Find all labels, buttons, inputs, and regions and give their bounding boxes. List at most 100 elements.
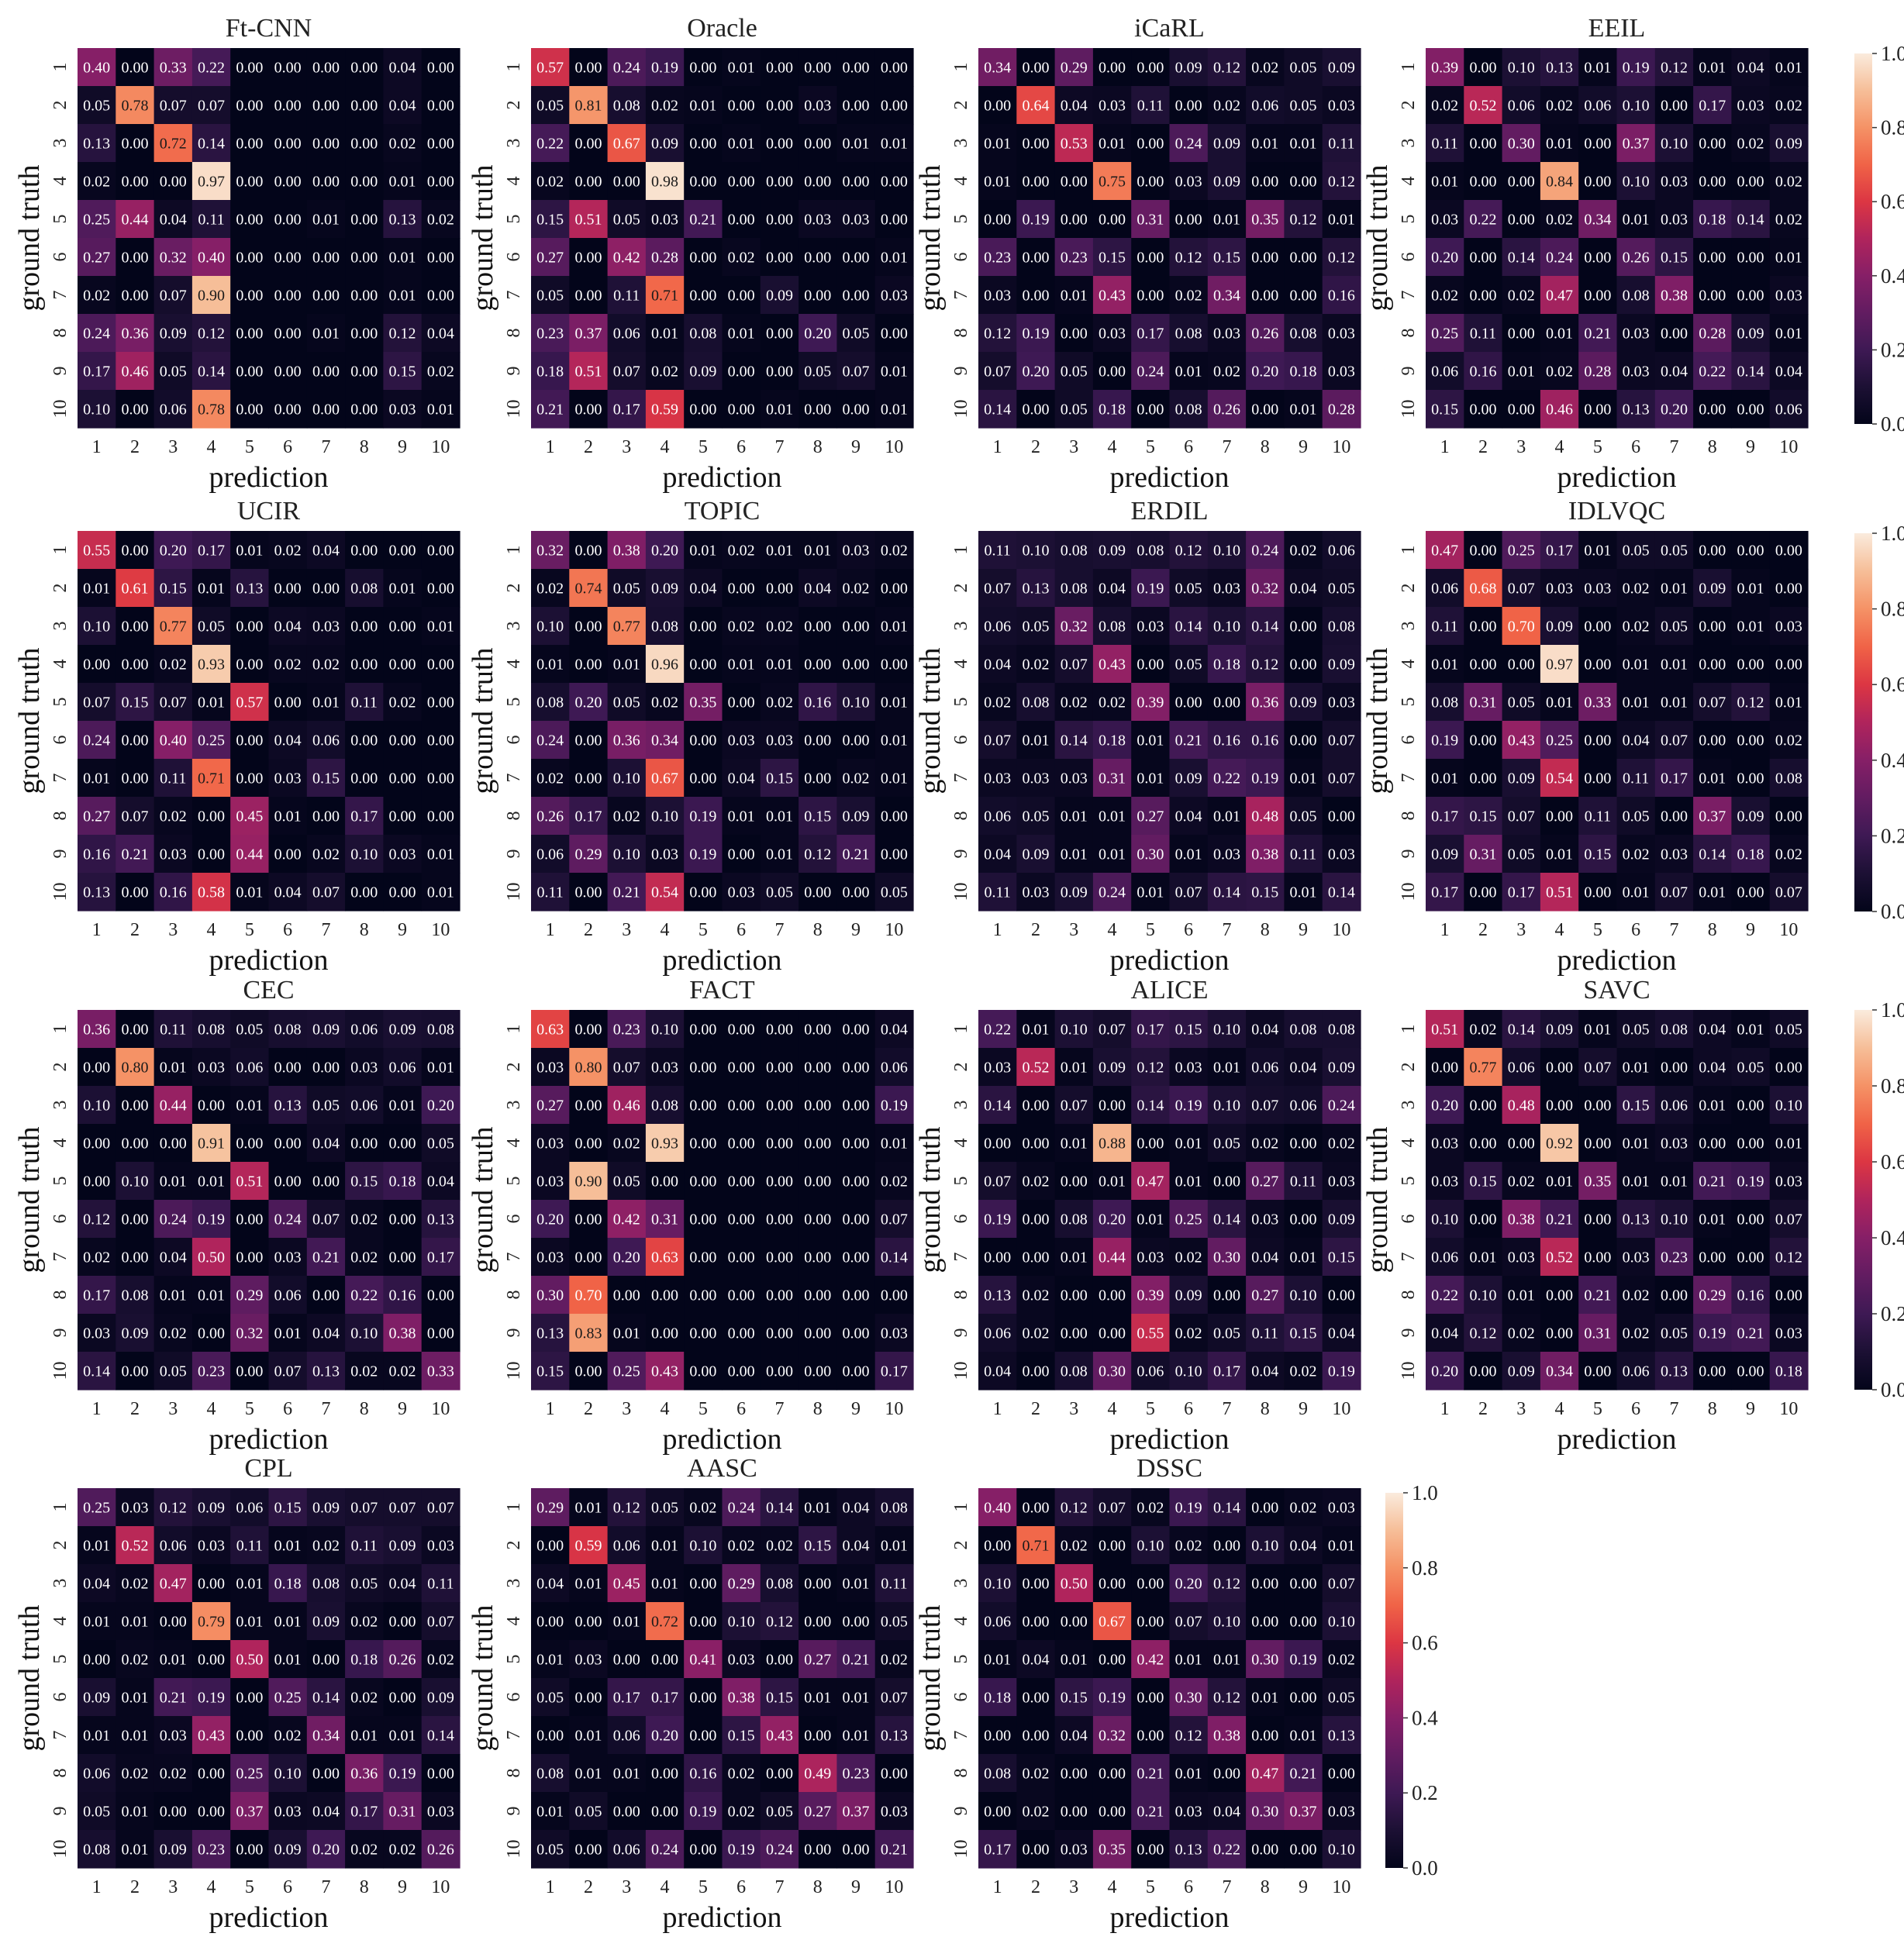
heatmap-cell bbox=[531, 607, 570, 646]
cell-value-label: 0.05 bbox=[804, 364, 831, 381]
cell-value-label: 0.00 bbox=[236, 401, 263, 419]
heatmap-cell bbox=[684, 569, 723, 608]
cell-value-label: 0.00 bbox=[389, 732, 416, 750]
cell-value-label: 0.07 bbox=[1328, 770, 1355, 787]
cell-value-label: 0.01 bbox=[881, 364, 908, 381]
cell-value-label: 0.00 bbox=[728, 694, 755, 712]
heatmap-cell bbox=[684, 721, 723, 760]
cell-value-label: 0.03 bbox=[651, 1060, 678, 1077]
y-tick-label: 5 bbox=[504, 1177, 524, 1186]
cell-value-label: 0.09 bbox=[651, 136, 678, 153]
heatmap-cell bbox=[1131, 835, 1171, 874]
x-tick-label: 4 bbox=[1555, 1399, 1564, 1419]
heatmap-cell bbox=[421, 531, 460, 570]
heatmap-cell bbox=[1769, 86, 1809, 125]
cell-value-label: 0.00 bbox=[728, 1287, 755, 1304]
heatmap-cell bbox=[153, 645, 193, 684]
cell-value-label: 0.00 bbox=[274, 326, 302, 343]
heatmap-cell bbox=[1246, 314, 1285, 353]
heatmap-cell bbox=[1207, 162, 1247, 201]
heatmap-cell bbox=[421, 759, 460, 798]
cell-value-label: 0.00 bbox=[160, 174, 187, 191]
cell-value-label: 0.00 bbox=[689, 1060, 716, 1077]
heatmap-cell bbox=[383, 873, 423, 911]
y-tick-label: 1 bbox=[951, 63, 971, 72]
heatmap-cell bbox=[607, 835, 647, 874]
heatmap-cell bbox=[607, 314, 647, 353]
cell-value-label: 0.29 bbox=[1699, 1287, 1726, 1304]
cell-value-label: 0.06 bbox=[613, 1538, 640, 1555]
heatmap-cell bbox=[1322, 835, 1361, 874]
heatmap-cell bbox=[1578, 238, 1618, 277]
cell-value-label: 0.03 bbox=[1661, 212, 1688, 229]
heatmap-cell bbox=[421, 645, 460, 684]
cell-value-label: 0.52 bbox=[121, 1538, 148, 1555]
heatmap-cell bbox=[1616, 759, 1656, 798]
cell-value-label: 0.01 bbox=[427, 884, 454, 901]
cell-value-label: 0.15 bbox=[1328, 1249, 1355, 1266]
cell-value-label: 0.08 bbox=[1061, 1211, 1088, 1229]
x-tick-label: 7 bbox=[1222, 920, 1231, 940]
cell-value-label: 0.07 bbox=[613, 364, 640, 381]
y-tick-label: 10 bbox=[1399, 883, 1419, 901]
heatmap-cell bbox=[116, 721, 155, 760]
cell-value-label: 0.00 bbox=[274, 60, 302, 77]
x-tick-label: 5 bbox=[698, 1877, 708, 1897]
x-tick-label: 6 bbox=[736, 920, 746, 940]
x-tick-label: 10 bbox=[431, 1399, 450, 1419]
x-tick-label: 4 bbox=[661, 1399, 670, 1419]
y-axis-label: ground truth bbox=[13, 1127, 46, 1273]
cell-value-label: 0.38 bbox=[613, 543, 640, 560]
cell-value-label: 0.15 bbox=[274, 1500, 302, 1517]
cell-value-label: 0.00 bbox=[236, 1249, 263, 1266]
cell-value-label: 0.06 bbox=[160, 1538, 187, 1555]
cell-value-label: 0.17 bbox=[984, 1842, 1011, 1859]
y-tick-label: 1 bbox=[951, 546, 971, 555]
cell-value-label: 0.19 bbox=[389, 1766, 416, 1783]
cell-value-label: 0.30 bbox=[1099, 1363, 1126, 1380]
cell-value-label: 0.04 bbox=[389, 60, 416, 77]
y-axis-label: ground truth bbox=[914, 165, 947, 312]
heatmap-cell bbox=[1464, 276, 1503, 315]
cell-value-label: 0.00 bbox=[1251, 1576, 1278, 1593]
cell-value-label: 0.04 bbox=[1661, 364, 1688, 381]
cell-value-label: 0.07 bbox=[881, 1690, 908, 1707]
cell-value-label: 0.06 bbox=[1431, 1249, 1458, 1266]
cell-value-label: 0.01 bbox=[274, 1614, 302, 1631]
heatmap-cell bbox=[153, 721, 193, 760]
cell-value-label: 0.14 bbox=[1213, 884, 1240, 901]
cell-value-label: 0.06 bbox=[881, 1060, 908, 1077]
cell-value-label: 0.24 bbox=[1328, 1098, 1355, 1115]
heatmap-cell bbox=[1426, 683, 1464, 722]
cell-value-label: 0.00 bbox=[843, 1135, 870, 1153]
cell-value-label: 0.00 bbox=[83, 1135, 110, 1153]
cell-value-label: 0.00 bbox=[1737, 1211, 1764, 1229]
y-tick-label: 6 bbox=[1399, 1215, 1419, 1224]
cell-value-label: 0.31 bbox=[651, 1211, 678, 1229]
cell-value-label: 0.03 bbox=[1431, 1173, 1458, 1191]
cell-value-label: 0.27 bbox=[83, 808, 110, 825]
cell-value-label: 0.00 bbox=[1737, 656, 1764, 674]
y-tick-label: 3 bbox=[50, 1579, 71, 1588]
cell-value-label: 0.00 bbox=[843, 288, 870, 305]
heatmap-cell bbox=[1540, 759, 1579, 798]
cell-value-label: 0.02 bbox=[536, 770, 564, 787]
cell-value-label: 0.00 bbox=[1584, 136, 1611, 153]
cell-value-label: 0.00 bbox=[1099, 1098, 1126, 1115]
heatmap-cell bbox=[760, 86, 799, 125]
cell-value-label: 0.14 bbox=[984, 401, 1011, 419]
x-tick-label: 3 bbox=[622, 1877, 631, 1897]
heatmap-cell bbox=[1246, 645, 1285, 684]
cell-value-label: 0.09 bbox=[121, 1325, 148, 1342]
cell-value-label: 0.02 bbox=[1546, 212, 1573, 229]
heatmap-cell bbox=[836, 276, 876, 315]
heatmap-cell bbox=[116, 1048, 155, 1087]
heatmap-cell bbox=[607, 607, 647, 646]
colorbar-gradient bbox=[1385, 1493, 1403, 1868]
heatmap-cell bbox=[684, 683, 723, 722]
cell-value-label: 0.00 bbox=[1584, 288, 1611, 305]
cell-value-label: 0.05 bbox=[1022, 619, 1049, 636]
x-tick-label: 6 bbox=[1631, 437, 1640, 457]
cell-value-label: 0.00 bbox=[728, 1173, 755, 1191]
y-axis-label: ground truth bbox=[914, 1127, 947, 1273]
